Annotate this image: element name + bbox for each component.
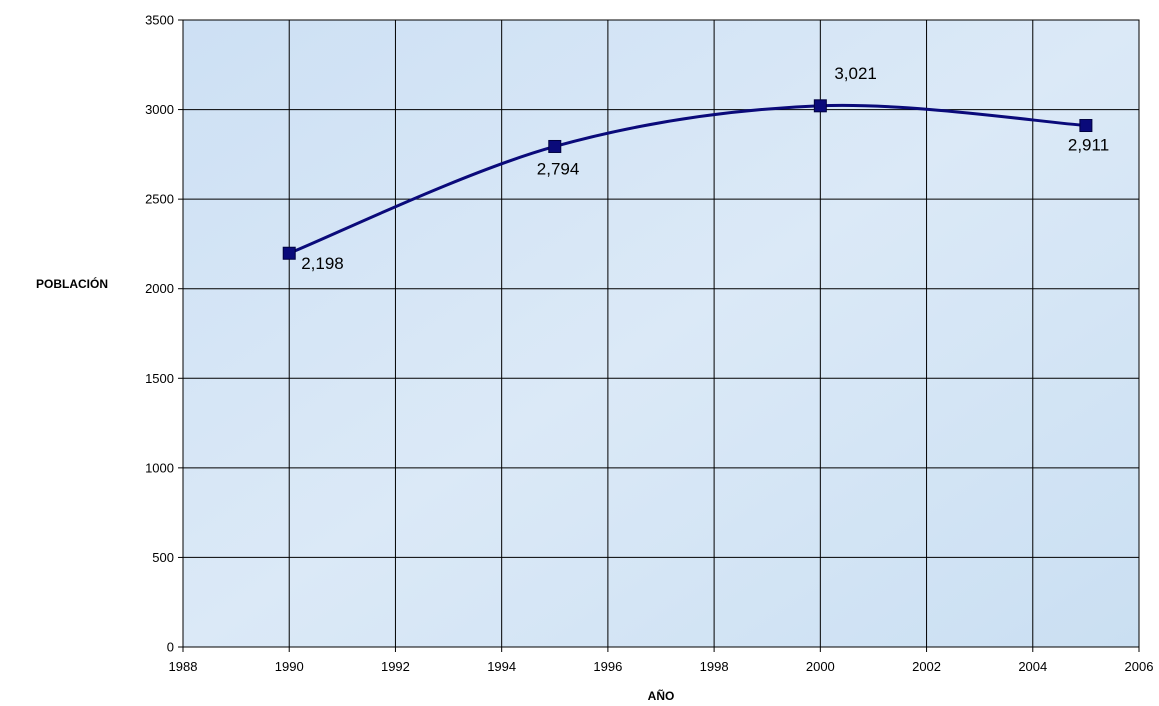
data-label: 2,794 (537, 159, 580, 178)
data-label: 3,021 (834, 64, 877, 83)
plot-border (182, 19, 1140, 648)
y-axis-title: POBLACIÓN (36, 276, 108, 291)
y-tick-label: 2000 (145, 281, 174, 296)
plot-area (183, 20, 1139, 647)
x-tick-label: 1994 (487, 659, 516, 674)
y-tick-label: 0 (167, 640, 174, 655)
gridlines (182, 19, 1140, 648)
y-tick-label: 1000 (145, 460, 174, 475)
x-tick-label: 2006 (1125, 659, 1154, 674)
x-tick-label: 2000 (806, 659, 835, 674)
x-tick-label: 1988 (169, 659, 198, 674)
y-tick-label: 3000 (145, 102, 174, 117)
series-line (288, 103, 1087, 255)
y-tick-label: 3500 (145, 13, 174, 28)
data-point (813, 99, 827, 113)
data-label: 2,911 (1068, 136, 1109, 155)
x-axis-title: AÑO (648, 688, 675, 703)
x-axis-ticks: 1988 1990 1992 1994 1996 1998 2000 2002 2004 2006 (169, 647, 1154, 674)
x-tick-label: 1990 (275, 659, 304, 674)
y-tick-label: 2500 (145, 192, 174, 207)
data-point (1079, 119, 1093, 133)
x-tick-label: 1996 (593, 659, 622, 674)
series: 2,198 2,794 3,021 2,911 (282, 64, 1109, 273)
x-tick-label: 1998 (700, 659, 729, 674)
data-point (548, 139, 562, 153)
data-point (282, 246, 296, 260)
y-tick-label: 500 (152, 550, 174, 565)
x-tick-label: 1992 (381, 659, 410, 674)
data-label: 2,198 (301, 254, 344, 273)
y-axis-ticks: 0 500 1000 1500 2000 2500 3000 3500 (145, 13, 183, 655)
x-tick-label: 2004 (1018, 659, 1047, 674)
x-tick-label: 2002 (912, 659, 941, 674)
y-tick-label: 1500 (145, 371, 174, 386)
